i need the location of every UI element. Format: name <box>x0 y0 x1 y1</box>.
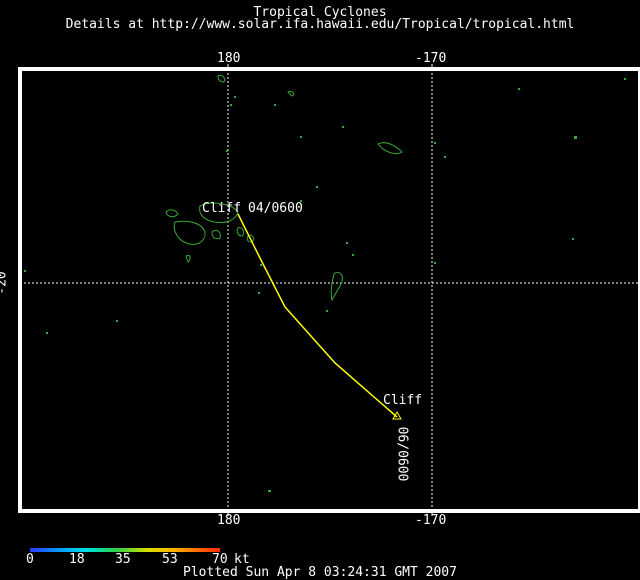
storm-time-end: 06/0600 <box>394 426 410 482</box>
storm-time-start: 04/0600 <box>248 201 303 216</box>
legend-value-0: 0 <box>26 552 34 567</box>
map-frame <box>18 67 640 513</box>
fiji-main-island <box>173 220 206 245</box>
storm-name-start: Cliff <box>202 201 242 216</box>
small-islets <box>24 78 626 492</box>
storm-track-cliff <box>237 213 398 418</box>
top-tick-neg170: -170 <box>415 51 447 66</box>
page-subtitle: Details at http://www.solar.ifa.hawaii.e… <box>65 17 575 32</box>
legend-unit: kt <box>234 552 250 567</box>
storm-name-end: Cliff <box>383 393 423 408</box>
plot-timestamp: Plotted Sun Apr 8 03:24:31 GMT 2007 <box>183 565 457 580</box>
storm-end-marker <box>392 410 402 420</box>
left-tick-neg20: -20 <box>0 271 10 295</box>
intensity-color-scale <box>30 548 220 552</box>
bottom-tick-180: 180 <box>217 513 241 528</box>
legend-value-70: 70 <box>212 552 228 567</box>
page-title: Tropical Cyclones <box>253 5 387 20</box>
legend-value-35: 35 <box>115 552 131 567</box>
fiji-second-island <box>199 202 239 223</box>
top-tick-180: 180 <box>217 51 241 66</box>
legend-value-53: 53 <box>162 552 178 567</box>
island-outlines <box>165 75 403 302</box>
bottom-tick-neg170: -170 <box>415 513 447 528</box>
legend-value-18: 18 <box>69 552 85 567</box>
